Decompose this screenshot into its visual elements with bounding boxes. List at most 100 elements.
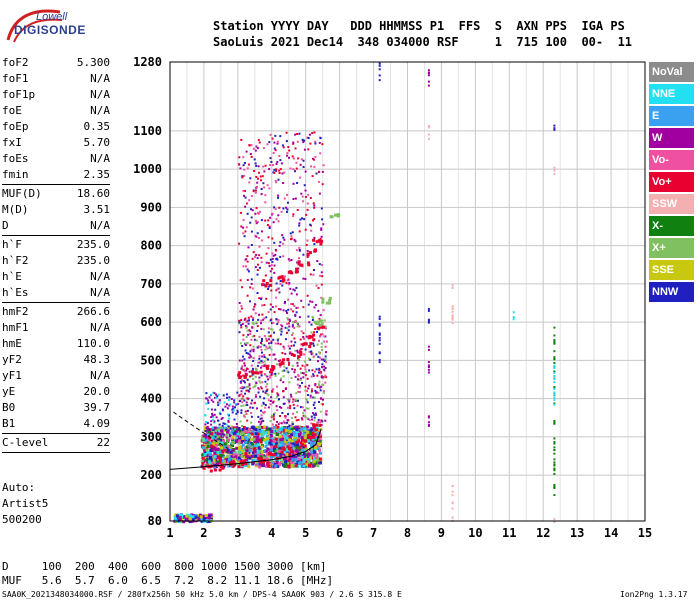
echo-dot [312,273,315,276]
echo-dot [264,380,267,383]
echo-dot [185,517,189,521]
echo-dot [256,257,259,260]
y-tick-label: 600 [140,315,162,329]
echo-dot [280,210,283,213]
echo-dot [228,446,232,450]
echo-dot [282,420,285,423]
echo-dot [240,445,244,449]
echo-dot [291,368,294,371]
echo-dot [286,322,289,325]
echo-dot [220,435,223,438]
echo-dot [274,253,277,256]
echo-dot [243,162,246,164]
echo-dot [261,351,263,354]
param-row: yE 20.0 [2,384,110,400]
echo-dot [250,244,253,246]
echo-dot [252,190,255,193]
echo-dot [274,452,278,456]
echo-dot [256,443,260,447]
echo-dot [262,165,265,168]
echo-dot [296,322,299,324]
echo-dot [279,446,283,450]
param-label: foEp [2,120,29,133]
echo-dot [308,384,311,387]
echo-dot [553,446,556,449]
echo-dot [265,316,268,319]
echo-dot [236,432,240,436]
echo-dot [287,464,291,468]
echo-dot [251,257,254,260]
echo-dot [298,391,301,393]
echo-dot [258,462,262,466]
echo-dot [265,357,268,360]
echo-dot [259,423,262,426]
echo-dot [249,300,251,303]
echo-dot [296,404,299,407]
echo-dot [262,432,266,436]
echo-dot [232,432,234,435]
trace-dot [202,466,206,470]
param-row: fmin 2.35 [2,167,110,183]
echo-dot [242,189,245,192]
echo-dot [295,445,299,449]
echo-dot [269,374,272,377]
echo-dot [427,424,430,427]
echo-dot [247,465,251,469]
echo-dot [258,388,261,391]
echo-dot [284,460,288,464]
echo-dot [310,229,313,232]
x-tick-label: 11 [502,526,516,540]
echo-dot [223,444,227,448]
logo-lowell-text: Lowell [36,11,68,23]
echo-dot [319,386,322,389]
echo-dot [251,430,255,434]
echo-dot [255,368,258,371]
echo-dot [215,435,219,438]
echo-dot [254,162,257,165]
echo-dot [286,194,289,196]
echo-dot [313,450,317,454]
echo-dot [269,133,272,136]
echo-dot [234,436,238,440]
echo-dot [282,146,285,149]
param-value: N/A [90,286,110,299]
trace-dot [312,423,316,427]
echo-dot [321,218,324,221]
echo-dot [295,249,298,252]
trace-dot [244,462,248,466]
echo-dot [248,443,252,447]
echo-dot [266,224,269,226]
echo-dot [451,318,454,321]
echo-dot [279,441,283,445]
echo-dot [284,338,287,341]
param-row: D N/A [2,218,110,234]
echo-dot [261,343,263,346]
echo-dot [553,362,556,364]
echo-dot [318,451,322,455]
echo-dot [252,308,255,311]
echo-dot [244,381,246,384]
echo-dot [321,183,324,186]
param-row: h`F 235.0 [2,237,110,253]
legend-item: NNW [649,282,694,302]
echo-dot [288,318,291,321]
echo-dot [253,402,256,405]
echo-dot [245,455,249,459]
trace-dot [316,320,320,324]
echo-dot [289,407,292,410]
echo-dot [553,486,556,489]
echo-dot [320,235,323,238]
echo-dot [270,289,273,292]
echo-dot [238,319,241,322]
echo-dot [193,516,197,520]
echo-dot [246,441,250,445]
echo-dot [256,364,259,367]
echo-dot [275,169,278,172]
echo-dot [318,433,322,436]
echo-dot [259,381,262,384]
echo-dot [204,458,208,462]
echo-dot [326,340,328,343]
x-tick-label: 5 [302,526,309,540]
echo-dot [273,168,276,171]
echo-dot [298,249,301,251]
